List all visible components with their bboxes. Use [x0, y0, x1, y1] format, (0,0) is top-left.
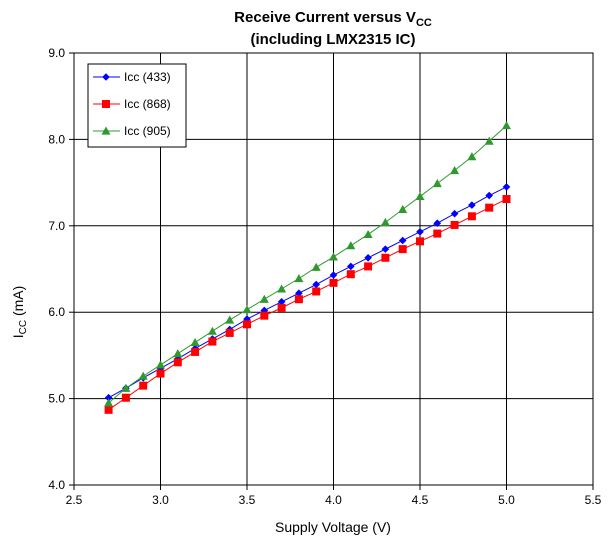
data-point [347, 262, 355, 271]
x-tick-label: 3.0 [152, 493, 169, 507]
data-point [225, 328, 234, 337]
data-point [277, 303, 286, 312]
data-point [502, 121, 511, 130]
data-point [104, 398, 114, 407]
data-point [329, 252, 338, 261]
data-point [225, 315, 235, 324]
chart-title-line2: (including LMX2315 IC) [250, 31, 415, 48]
x-tick-label: 2.5 [66, 493, 83, 507]
data-point [312, 287, 321, 296]
data-point [502, 183, 511, 191]
chart-title-line1: Receive Current versus VCC [234, 9, 432, 29]
data-point [433, 219, 442, 228]
y-tick-label: 6.0 [48, 305, 65, 319]
data-point [329, 271, 338, 279]
data-point [156, 360, 165, 369]
legend-label: Icc (868) [124, 97, 171, 111]
data-point [381, 245, 390, 253]
data-point [398, 245, 407, 254]
data-point [138, 371, 148, 380]
data-point [484, 136, 494, 145]
series-group [104, 121, 511, 407]
x-tick-label: 4.5 [412, 493, 429, 507]
data-point [139, 381, 148, 390]
x-tick-label: 3.5 [239, 493, 256, 507]
data-point [485, 191, 493, 200]
y-tick-label: 7.0 [48, 219, 65, 233]
data-point [173, 349, 183, 358]
data-point [121, 383, 131, 392]
legend-label: Icc (433) [124, 70, 171, 84]
data-point [311, 262, 321, 271]
data-point [346, 241, 356, 250]
data-point [104, 405, 113, 414]
legend: Icc (433) Icc (868) Icc (905) [87, 63, 187, 148]
data-point [208, 337, 217, 346]
y-axis-label-main: I [10, 334, 26, 338]
data-point [415, 191, 425, 201]
data-point [243, 320, 251, 329]
data-point [277, 284, 287, 293]
series-group [104, 195, 511, 414]
data-point [294, 295, 303, 304]
data-point [485, 203, 494, 212]
data-point [432, 178, 442, 188]
data-point [121, 393, 130, 402]
data-point [433, 229, 442, 238]
data-point [242, 305, 252, 314]
y-axis-label: ICC (mA) [10, 286, 29, 339]
y-axis-label-unit: (mA) [10, 286, 26, 320]
data-point [260, 306, 269, 315]
data-point [450, 166, 460, 175]
data-point [312, 280, 320, 289]
chart-title-main: Receive Current versus V [234, 9, 416, 26]
chart-title-subscript: CC [416, 17, 432, 29]
y-tick-label: 9.0 [48, 46, 65, 60]
y-tick-label: 5.0 [48, 392, 65, 406]
data-point [450, 209, 459, 218]
data-point [294, 274, 304, 283]
x-tick-label: 5.0 [498, 493, 515, 507]
data-point [416, 237, 424, 246]
x-tick-label: 4.0 [325, 493, 342, 507]
data-point [104, 393, 113, 402]
y-tick-label: 8.0 [48, 132, 65, 146]
data-point [381, 253, 390, 262]
data-point [468, 201, 476, 209]
data-point [190, 337, 200, 347]
data-point [398, 204, 408, 213]
data-point [295, 289, 303, 297]
legend-marker [101, 126, 111, 135]
y-axis-label-subscript: CC [18, 320, 29, 334]
legend-marker [102, 73, 110, 81]
legend-label: Icc (905) [124, 124, 171, 138]
y-tick-label: 4.0 [48, 478, 65, 492]
legend-marker [102, 100, 110, 108]
data-point [259, 294, 269, 303]
series-layer [104, 121, 511, 414]
data-point [173, 358, 182, 367]
data-point [364, 262, 373, 271]
data-point [191, 347, 200, 356]
data-point [260, 311, 269, 320]
data-point [329, 278, 338, 287]
data-point [364, 253, 372, 262]
ticks-layer: 2.5 3.0 3.5 4.0 4.5 5.0 5.5 4.0 5.0 6.0 7.0 8.0 9.0 [48, 46, 601, 507]
data-point [346, 270, 355, 279]
data-point [450, 220, 459, 229]
data-point [277, 298, 286, 306]
data-point [363, 229, 373, 239]
x-axis-label: Supply Voltage (V) [275, 519, 391, 535]
data-point [467, 152, 477, 161]
data-point [467, 212, 476, 221]
data-point [207, 326, 217, 335]
x-tick-label: 5.5 [585, 493, 602, 507]
data-point [502, 195, 511, 204]
data-point [380, 217, 390, 226]
data-point [398, 236, 407, 245]
data-point [416, 228, 424, 236]
data-point [156, 369, 165, 378]
